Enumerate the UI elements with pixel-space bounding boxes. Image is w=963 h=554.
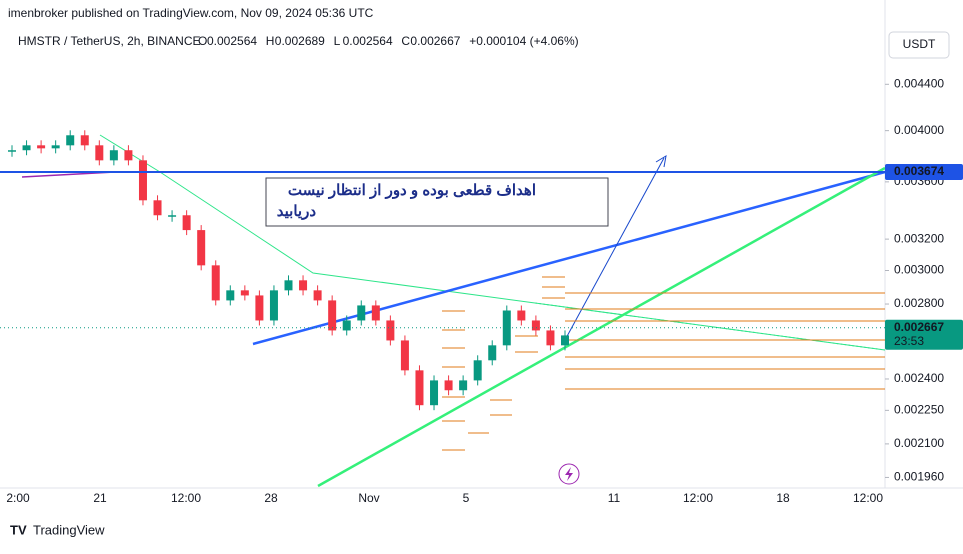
candle: [415, 370, 424, 406]
ohlc-value: 0.002564: [343, 34, 393, 48]
candle: [95, 145, 104, 161]
candle: [109, 150, 118, 161]
candle: [240, 290, 249, 296]
candle: [473, 360, 482, 381]
candle: [80, 135, 89, 146]
change: +0.000104 (+4.06%): [469, 34, 578, 48]
ohlc-value: 0.002564: [207, 34, 257, 48]
y-tick-label: 0.003000: [894, 263, 944, 277]
ohlc-key: L: [334, 34, 341, 48]
footer-brand: TradingView: [33, 522, 105, 537]
ohlc-value: 0.002689: [275, 34, 325, 48]
ohlc-value: 0.002667: [410, 34, 460, 48]
y-tick-label: 0.002100: [894, 436, 944, 450]
candle: [211, 265, 220, 301]
candle: [168, 215, 177, 217]
candle: [561, 335, 569, 346]
y-tick-label: 0.002800: [894, 296, 944, 310]
candle: [124, 150, 133, 161]
candle: [299, 280, 308, 291]
candle: [342, 320, 351, 331]
candle: [502, 310, 511, 346]
candle: [226, 290, 235, 301]
symbol: HMSTR / TetherUS, 2h, BINANCE: [18, 34, 201, 48]
annotation-box: [265, 177, 609, 227]
candle: [182, 215, 191, 231]
x-tick-label: 5: [463, 491, 470, 505]
candle: [22, 145, 31, 151]
candle: [371, 305, 380, 321]
candle: [430, 380, 439, 406]
price-tag: [885, 163, 963, 180]
candle: [531, 320, 540, 331]
x-tick-label: 12:00: [683, 491, 713, 505]
candle: [328, 300, 337, 331]
candle: [153, 200, 162, 216]
candle: [269, 290, 278, 321]
candle: [517, 310, 526, 321]
candle: [357, 305, 366, 321]
candle: [459, 380, 468, 391]
price-tag: [885, 319, 963, 350]
x-tick-label: Nov: [358, 491, 379, 505]
currency-button[interactable]: [888, 31, 950, 59]
annotation-line: دریابید: [277, 203, 317, 220]
annotation-line: اهداف قطعی بوده و دور از انتظار نیست: [288, 182, 536, 199]
candle: [284, 280, 293, 291]
x-tick-label: 28: [264, 491, 278, 505]
event-bolt: [565, 467, 573, 481]
candle: [386, 320, 395, 341]
ohlc-key: O: [198, 34, 207, 48]
x-tick-label: 2:00: [6, 491, 30, 505]
y-tick-label: 0.004000: [894, 123, 944, 137]
candle: [37, 145, 46, 149]
x-tick-label: 21: [93, 491, 107, 505]
y-tick-label: 0.002250: [894, 403, 944, 417]
candle: [66, 135, 75, 146]
candle: [255, 295, 264, 321]
candle: [197, 230, 206, 266]
candle: [51, 145, 60, 149]
ohlc-key: C: [401, 34, 410, 48]
candle: [546, 330, 555, 346]
candle: [444, 380, 453, 391]
drawings: [21, 134, 886, 488]
countdown: 23:53: [894, 334, 924, 348]
y-tick-label: 0.002400: [894, 371, 944, 385]
candle: [400, 340, 409, 371]
x-tick-label: 12:00: [171, 491, 201, 505]
candle: [488, 345, 497, 361]
price-tag-label: 0.003674: [894, 164, 944, 178]
candle: [8, 150, 16, 152]
y-tick-label: 0.004400: [894, 76, 944, 90]
y-tick-label: 0.001960: [894, 470, 944, 484]
x-tick-label: 12:00: [853, 491, 883, 505]
candle: [313, 290, 322, 301]
x-tick-label: 18: [776, 491, 790, 505]
publisher: imenbroker published on TradingView.com,…: [8, 6, 374, 20]
y-tick-label: 0.003200: [894, 231, 944, 245]
ohlc-key: H: [266, 34, 275, 48]
currency-label: USDT: [903, 37, 936, 51]
x-tick-label: 11: [608, 491, 621, 505]
logo-mark: TV: [10, 522, 27, 537]
candle: [138, 160, 147, 201]
price-tag-label: 0.002667: [894, 320, 944, 334]
